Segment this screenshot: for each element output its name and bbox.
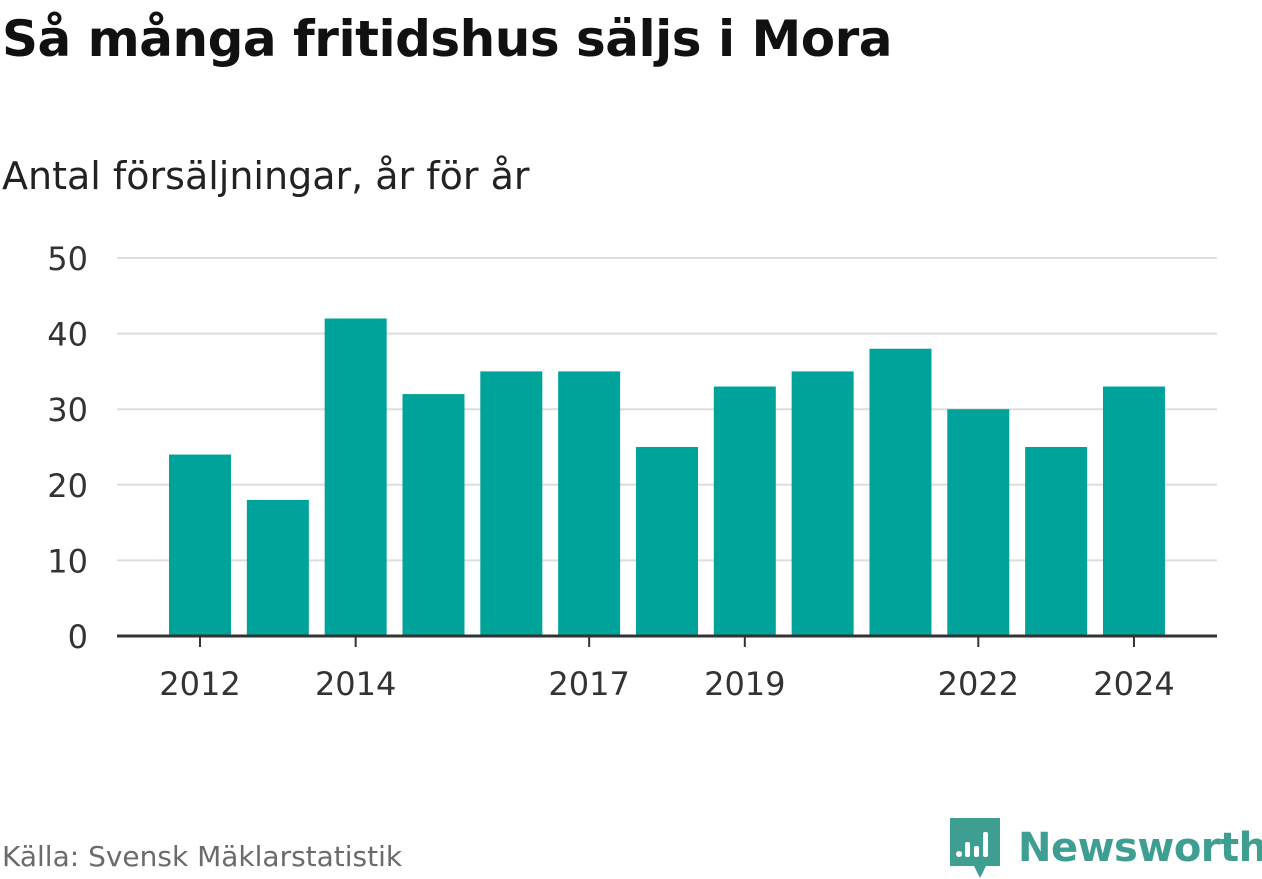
x-tick-label: 2012 — [159, 665, 240, 703]
chart-title: Så många fritidshus säljs i Mora — [2, 10, 893, 68]
y-tick-label: 30 — [47, 391, 88, 429]
newsworthy-logo-text: Newsworthy — [1018, 825, 1262, 871]
bar-2022 — [947, 409, 1010, 636]
bar-2018 — [635, 447, 698, 636]
y-tick-label: 20 — [47, 467, 88, 505]
x-tick-label: 2014 — [315, 665, 396, 703]
y-tick-label: 40 — [47, 316, 88, 354]
chart-subtitle: Antal försäljningar, år för år — [2, 154, 530, 198]
x-tick-label: 2022 — [938, 665, 1019, 703]
bar-2015 — [402, 394, 465, 636]
bar-2013 — [246, 499, 309, 636]
bar-2023 — [1025, 447, 1088, 636]
bar-2014 — [324, 318, 387, 636]
newsworthy-logo: Newsworthy — [950, 818, 1262, 878]
bar-2019 — [713, 386, 776, 636]
source-note: Källa: Svensk Mäklarstatistik — [2, 840, 403, 873]
x-tick-label: 2019 — [704, 665, 785, 703]
bar-2020 — [791, 371, 854, 636]
x-tick-label: 2024 — [1093, 665, 1174, 703]
x-tick-label: 2017 — [548, 665, 629, 703]
y-tick-label: 50 — [47, 240, 88, 278]
y-tick-label: 0 — [68, 618, 88, 656]
bar-2012 — [169, 454, 231, 636]
y-tick-label: 10 — [47, 542, 88, 580]
bar-2024 — [1102, 386, 1165, 636]
bar-2017 — [558, 371, 621, 636]
newsworthy-logo-icon — [950, 818, 1000, 878]
bar-2016 — [480, 371, 543, 636]
bar-2021 — [869, 348, 932, 636]
